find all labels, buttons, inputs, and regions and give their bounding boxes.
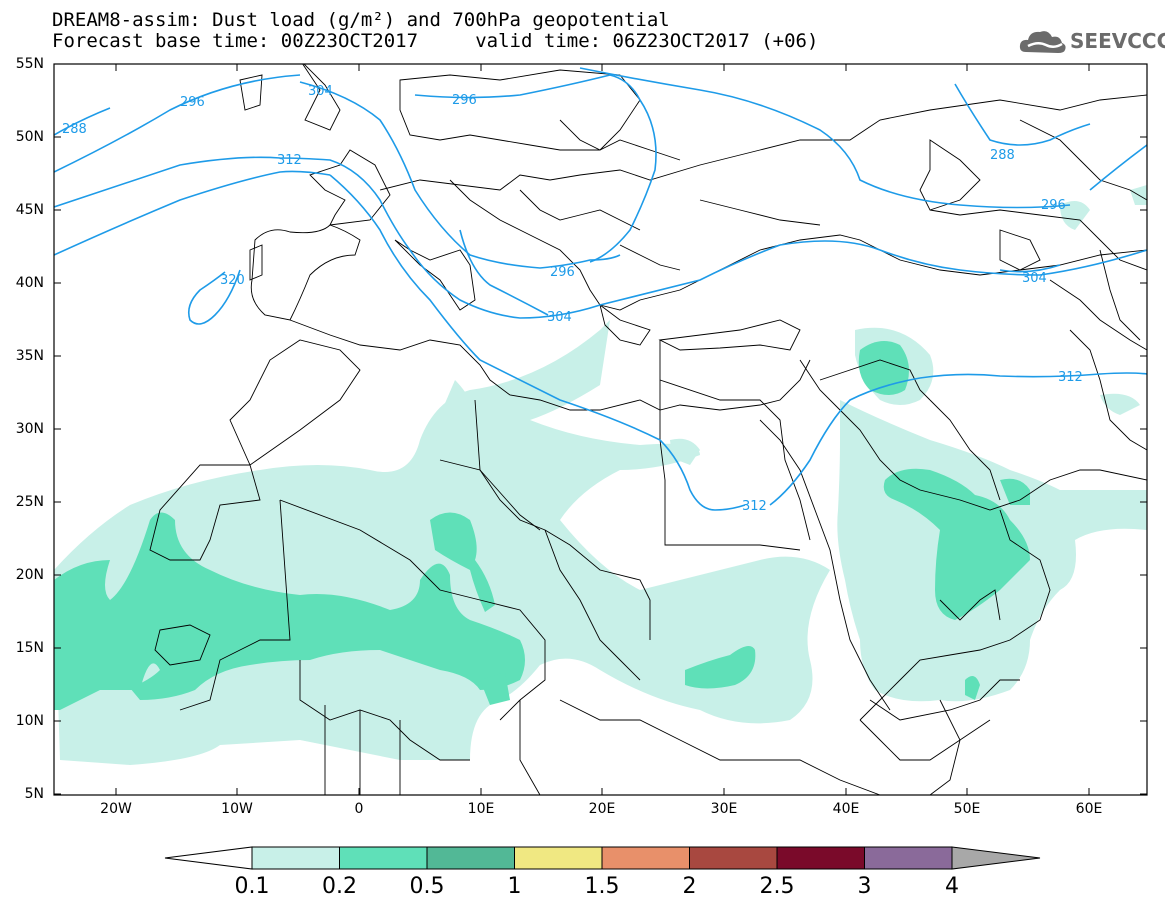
logo-text: SEEVCCC [1070,29,1165,53]
lat-label: 25N [15,494,44,510]
lon-label: 30E [710,801,738,817]
lon-label: 40E [832,801,860,817]
lat-label: 50N [15,129,44,145]
colorbar-label: 1 [507,874,522,899]
map-plot-area: 288 296 304 312 312 320 296 296 304 288 … [54,64,1147,795]
contour-label: 296 [452,93,477,108]
colorbar-swatch [689,846,778,870]
lon-label: 0 [354,801,364,817]
contour-label: 312 [742,499,767,514]
contour-label: 304 [547,310,572,325]
colorbar-label: 0.5 [409,874,445,899]
colorbar-swatch [864,846,953,870]
colorbar-swatch [601,846,690,870]
lat-label: 5N [24,786,44,802]
map-title-line2: Forecast base time: 00Z23OCT2017 valid t… [52,30,819,52]
lat-label: 45N [15,202,44,218]
colorbar-label: 4 [945,874,959,899]
seevccc-logo: SEEVCCC [1018,26,1165,58]
colorbar [164,846,1041,870]
colorbar-extend-high [951,846,1041,870]
country-borders [149,64,1147,795]
axis-ticks [54,63,1147,795]
lat-label: 40N [15,275,44,291]
contour-label: 304 [308,84,333,99]
lat-label: 10N [15,713,44,729]
lon-label: 60E [1075,801,1103,817]
colorbar-label: 0.1 [234,874,270,899]
lat-label: 15N [15,640,44,656]
colorbar-swatch [339,846,428,870]
lon-label: 20W [100,801,132,817]
colorbar-swatch [251,846,340,870]
contour-label: 288 [62,122,87,137]
lon-label: 50E [953,801,981,817]
colorbar-label: 1.5 [584,874,620,899]
lat-label: 55N [15,56,44,72]
map-title-line1: DREAM8-assim: Dust load (g/m²) and 700hP… [52,9,670,31]
colorbar-swatch [426,846,515,870]
colorbar-label: 0.2 [322,874,357,899]
colorbar-swatch [514,846,603,870]
lon-label: 10W [221,801,253,817]
colorbar-label: 2 [682,874,697,899]
contour-label: 304 [1022,271,1047,286]
contour-label: 288 [990,148,1015,163]
contour-labels: 288 296 304 312 312 320 296 296 304 288 … [62,84,1083,514]
dust-medium-areas [54,341,1030,710]
contour-label: 312 [277,153,302,168]
lon-label: 20E [588,801,616,817]
contour-label: 296 [1041,198,1066,213]
colorbar-label: 2.5 [759,874,795,899]
colorbar-swatch [776,846,865,870]
contour-label: 296 [550,265,575,280]
colorbar-extend-low [164,846,253,870]
contour-label: 312 [1058,370,1083,385]
contour-label: 296 [180,95,205,110]
cloud-logo-icon [1019,31,1066,53]
geopotential-contours [54,67,1147,511]
contour-label: 320 [220,273,245,288]
lat-label: 20N [15,567,44,583]
lat-label: 35N [15,348,44,364]
lat-label: 30N [15,421,44,437]
colorbar-label: 3 [857,874,872,899]
lon-label: 10E [467,801,495,817]
